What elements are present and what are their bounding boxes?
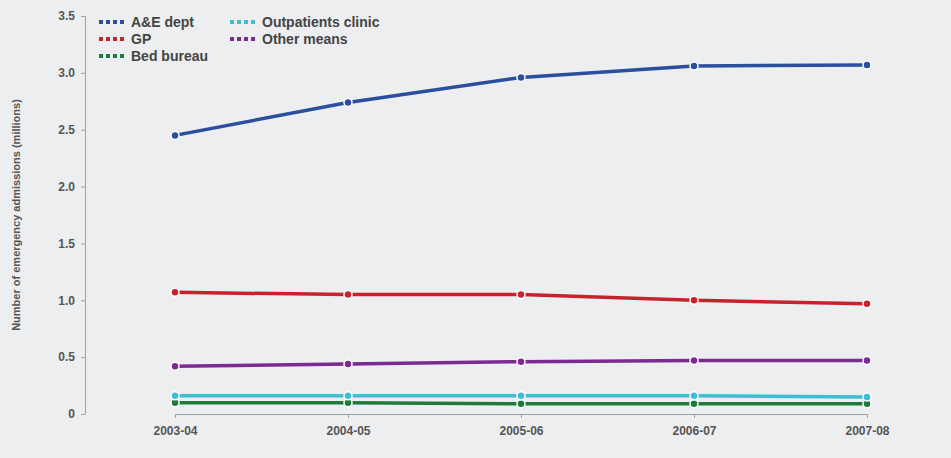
legend-swatch [230, 20, 256, 24]
y-tick-label: 2.0 [58, 180, 75, 194]
legend-label: Other means [262, 31, 348, 47]
x-tick: 2005-06 [499, 414, 543, 438]
y-tick-mark [81, 73, 85, 74]
y-tick-label: 3.0 [58, 66, 75, 80]
series-marker [863, 300, 871, 308]
series-marker [171, 131, 179, 139]
y-axis-line [81, 17, 86, 415]
series-marker [690, 357, 698, 365]
x-tick-mark [175, 414, 176, 418]
legend-item: GP [99, 31, 151, 47]
y-axis: 0 0.5 1.0 1.5 2.0 2.5 3.0 3.5 [58, 9, 85, 421]
y-tick-label: 0 [68, 407, 75, 421]
series-marker [517, 400, 525, 408]
y-tick-label: 2.5 [58, 123, 75, 137]
legend-item: Outpatients clinic [230, 14, 380, 30]
legend-item: A&E dept [99, 14, 194, 30]
series-marker [344, 360, 352, 368]
x-tick-label: 2004-05 [326, 424, 370, 438]
x-axis: 2003-04 2004-05 2005-06 2006-07 2007-08 [153, 414, 889, 438]
y-tick-label: 1.5 [58, 237, 75, 251]
background [0, 0, 951, 458]
x-tick-label: 2006-07 [672, 424, 716, 438]
x-tick-mark [348, 414, 349, 418]
legend-label: Outpatients clinic [262, 14, 380, 30]
series-marker [344, 392, 352, 400]
x-axis-line [176, 415, 868, 419]
y-tick-mark [81, 16, 85, 17]
series-marker [517, 358, 525, 366]
x-tick-mark [867, 414, 868, 418]
legend-item: Other means [230, 31, 348, 47]
series-marker [517, 392, 525, 400]
y-tick-mark [81, 357, 85, 358]
x-tick: 2003-04 [153, 414, 197, 438]
y-tick: 2.5 [58, 123, 85, 137]
x-tick-label: 2003-04 [153, 424, 197, 438]
x-tick: 2004-05 [326, 414, 370, 438]
x-tick-mark [694, 414, 695, 418]
series-marker [171, 288, 179, 296]
series-marker [517, 73, 525, 81]
series-marker [863, 61, 871, 69]
legend-label: GP [131, 31, 151, 47]
series-marker [690, 296, 698, 304]
series-line [175, 65, 867, 136]
y-tick-label: 0.5 [58, 350, 75, 364]
series-marker [863, 357, 871, 365]
series-marker [863, 393, 871, 401]
y-tick: 3.0 [58, 66, 85, 80]
legend: A&E deptGPBed bureau Outpatients clinicOt… [99, 14, 380, 64]
legend-label: Bed bureau [131, 48, 208, 64]
x-tick: 2006-07 [672, 414, 716, 438]
y-tick-mark [81, 414, 85, 415]
chart: 0 0.5 1.0 1.5 2.0 2.5 3.0 3.5 2003-04 2004-05 2005… [0, 0, 951, 458]
y-tick-label: 1.0 [58, 294, 75, 308]
x-tick-label: 2005-06 [499, 424, 543, 438]
series-marker [690, 62, 698, 70]
series-marker [171, 392, 179, 400]
legend-swatch [230, 37, 256, 41]
y-tick: 0.5 [58, 350, 85, 364]
y-tick-label: 3.5 [58, 9, 75, 23]
series-marker [690, 392, 698, 400]
y-axis-title: Number of emergency admissions (millions… [10, 99, 22, 331]
legend-swatch [99, 37, 125, 41]
series-marker [344, 98, 352, 106]
series-marker [344, 291, 352, 299]
legend-label: A&E dept [131, 14, 194, 30]
legend-item: Bed bureau [99, 48, 208, 64]
y-tick: 3.5 [58, 9, 85, 23]
legend-swatch [99, 54, 125, 58]
y-tick: 0 [68, 407, 85, 421]
y-tick: 2.0 [58, 180, 85, 194]
x-tick: 2007-08 [845, 414, 889, 438]
y-tick: 1.5 [58, 237, 85, 251]
y-tick-mark [81, 243, 85, 244]
series-marker [171, 362, 179, 370]
y-tick-mark [81, 130, 85, 131]
series-marker [517, 291, 525, 299]
x-tick-label: 2007-08 [845, 424, 889, 438]
y-tick-mark [81, 187, 85, 188]
x-tick-mark [521, 414, 522, 418]
y-tick-mark [81, 300, 85, 301]
plot-area [171, 61, 871, 408]
y-tick: 1.0 [58, 294, 85, 308]
series-marker [690, 400, 698, 408]
legend-swatch [99, 20, 125, 24]
